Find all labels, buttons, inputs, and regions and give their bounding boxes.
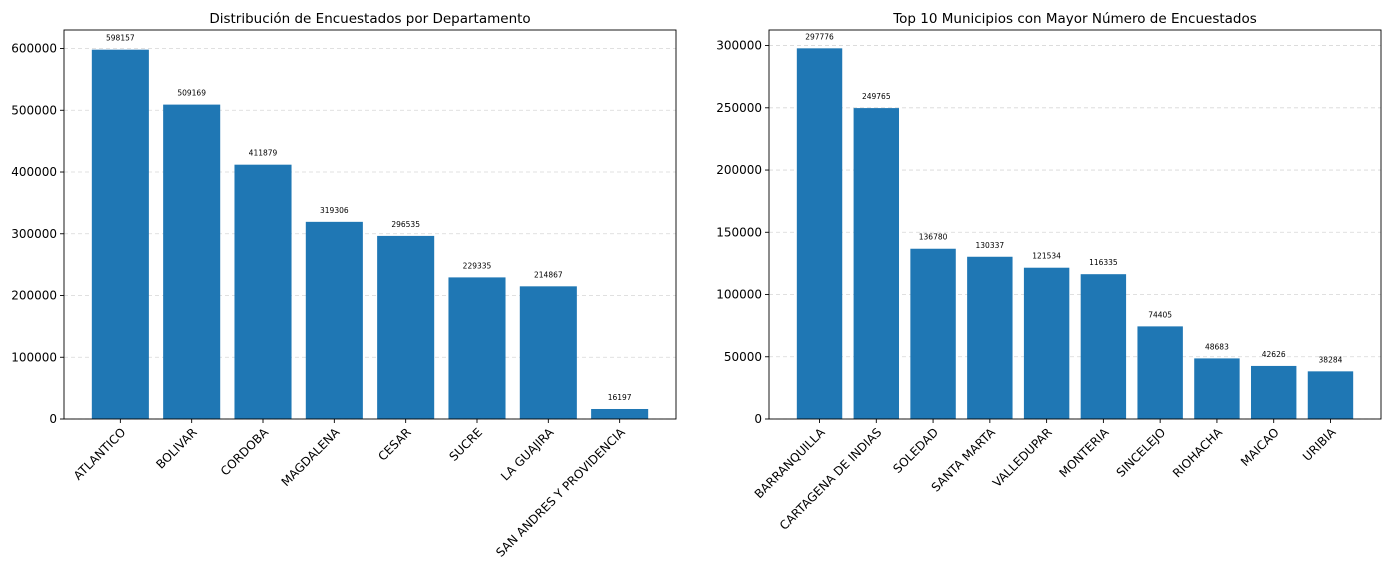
- x-tick-label: SINCELEJO: [1114, 425, 1169, 480]
- data-label: 214867: [534, 270, 563, 279]
- x-tick-label: RIOHACHA: [1170, 425, 1226, 481]
- data-label: 74405: [1148, 310, 1172, 319]
- bar: [163, 104, 221, 420]
- data-label: 42626: [1262, 350, 1286, 359]
- y-tick-label: 400000: [11, 165, 57, 179]
- data-label: 319306: [320, 206, 349, 215]
- bar: [448, 277, 506, 419]
- x-tick-label: SUCRE: [446, 425, 485, 464]
- data-label: 509169: [177, 89, 206, 98]
- x-tick-label: MAICAO: [1238, 425, 1282, 469]
- data-label: 16197: [608, 393, 632, 402]
- bar: [234, 164, 292, 419]
- x-tick-label: MONTERIA: [1057, 425, 1113, 481]
- data-label: 121534: [1032, 252, 1061, 261]
- chart-title: Top 10 Municipios con Mayor Número de En…: [892, 11, 1257, 27]
- data-label: 598157: [106, 34, 135, 43]
- y-tick-label: 300000: [716, 39, 762, 53]
- x-tick-label: CESAR: [375, 425, 413, 463]
- y-tick-label: 500000: [11, 103, 57, 117]
- chart-panel-1: 598157 509169 411879 319306 296535 229335 2148…: [11, 11, 677, 560]
- bar: [305, 221, 363, 419]
- bar: [853, 108, 900, 419]
- x-tick-label: SAN ANDRES Y PROVIDENCIA: [493, 425, 628, 560]
- chart-panel-2: 297776 249765 136780 130337 121534 116335 7440…: [716, 11, 1382, 533]
- data-label: 249765: [862, 92, 891, 101]
- y-tick-label: 100000: [11, 350, 57, 364]
- bar: [967, 256, 1013, 419]
- x-tick-label: CARTAGENA DE INDIAS: [777, 425, 885, 533]
- chart-title: Distribución de Encuestados por Departam…: [209, 11, 530, 27]
- bar: [1194, 358, 1240, 419]
- y-tick-label: 150000: [716, 225, 762, 239]
- y-tick-label: 0: [754, 412, 762, 426]
- data-label: 136780: [919, 233, 948, 242]
- bar: [519, 286, 577, 419]
- data-label: 116335: [1089, 258, 1118, 267]
- bar: [1250, 365, 1297, 419]
- x-tick-label: LA GUAJIRA: [498, 425, 557, 484]
- y-tick-label: 200000: [11, 289, 57, 303]
- data-label: 411879: [249, 149, 278, 158]
- data-label: 229335: [463, 261, 492, 270]
- data-label: 38284: [1319, 355, 1343, 364]
- bar: [910, 248, 956, 419]
- x-tick-label: URIBIA: [1300, 425, 1339, 464]
- y-tick-label: 300000: [11, 227, 57, 241]
- x-tick-label: ATLANTICO: [71, 425, 129, 483]
- y-tick-label: 0: [49, 412, 57, 426]
- x-tick-label: BOLIVAR: [153, 425, 199, 471]
- data-label: 297776: [805, 32, 834, 41]
- bar: [1080, 274, 1127, 419]
- x-tick-label: CORDOBA: [218, 425, 272, 479]
- data-label: 296535: [391, 220, 420, 229]
- bar: [1137, 326, 1183, 419]
- bar: [796, 48, 843, 420]
- axes-frame: [768, 29, 1382, 420]
- x-tick-label: SOLEDAD: [890, 425, 941, 476]
- bar: [591, 408, 649, 419]
- bar: [91, 49, 149, 419]
- y-tick-label: 100000: [716, 288, 762, 302]
- y-tick-label: 200000: [716, 163, 762, 177]
- bar: [1023, 267, 1070, 419]
- axes-frame: [63, 29, 677, 420]
- y-tick-label: 600000: [11, 42, 57, 56]
- x-tick-label: MAGDALENA: [279, 425, 343, 489]
- y-tick-label: 250000: [716, 101, 762, 115]
- data-label: 130337: [976, 241, 1005, 250]
- y-tick-label: 50000: [724, 350, 762, 364]
- x-tick-label: VALLEDUPAR: [990, 425, 1055, 490]
- data-label: 48683: [1205, 342, 1229, 351]
- bar: [1307, 371, 1354, 419]
- bar: [377, 235, 435, 419]
